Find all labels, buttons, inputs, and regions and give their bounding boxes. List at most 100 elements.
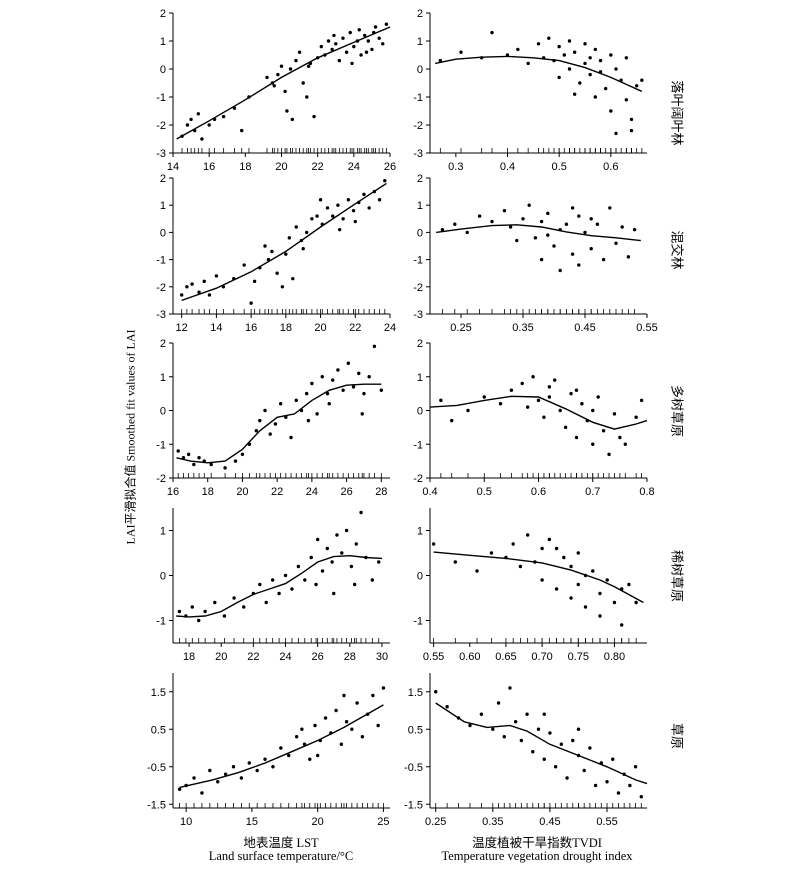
data-point (614, 241, 618, 245)
data-point (540, 546, 544, 551)
data-point (332, 33, 336, 38)
data-point (263, 757, 267, 761)
data-point (572, 50, 577, 54)
y-tick-label: -2 (413, 120, 423, 132)
data-point (547, 36, 551, 40)
data-point (179, 293, 184, 297)
y-tick-label: -0.5 (147, 762, 166, 774)
data-point (580, 402, 584, 406)
x-tick-label: 18 (183, 651, 195, 663)
data-point (577, 263, 581, 267)
data-point (214, 274, 219, 278)
x-tick-label: 0.6 (531, 486, 546, 498)
data-point (582, 768, 586, 773)
x-tick-label: 0.45 (574, 322, 595, 334)
data-point (525, 533, 530, 537)
data-point (589, 247, 593, 251)
x-tick-label: 30 (376, 651, 388, 663)
data-point (502, 735, 506, 739)
data-point (554, 587, 559, 591)
data-point (536, 398, 541, 403)
x-tick-label: 18 (239, 161, 251, 173)
data-point (519, 738, 524, 743)
x-tick-label: 0.5 (552, 161, 567, 173)
smoothed-fit-line (176, 26, 391, 140)
x-tick-label: 0.25 (450, 322, 471, 334)
data-point (315, 214, 319, 218)
data-point (348, 30, 352, 35)
data-point (232, 596, 236, 600)
data-point (518, 564, 523, 569)
data-point (552, 244, 556, 248)
data-point (355, 701, 359, 705)
data-point (277, 591, 281, 596)
data-point (569, 564, 573, 569)
data-point (353, 219, 357, 224)
data-point (588, 56, 592, 60)
data-point (536, 727, 541, 731)
x-axis-title-en-lst: Land surface temperature/°C (208, 849, 354, 863)
y-tick-label: 1 (160, 526, 166, 538)
data-point (489, 551, 494, 555)
data-point (370, 578, 375, 582)
data-point (272, 84, 276, 88)
data-point (265, 75, 269, 80)
x-tick-label: 0.55 (423, 651, 444, 663)
y-tick-label: 0 (417, 406, 423, 418)
data-point (208, 768, 212, 773)
data-point (278, 402, 283, 406)
data-point (279, 64, 284, 68)
data-point (222, 614, 227, 618)
data-point (513, 720, 518, 724)
y-tick-label: 0 (417, 571, 423, 583)
data-point (344, 528, 349, 533)
data-point (381, 686, 386, 690)
data-point (233, 459, 238, 463)
data-point (377, 198, 382, 202)
data-point (336, 203, 340, 207)
x-tick-label: 16 (203, 161, 215, 173)
data-point (624, 56, 629, 60)
data-point (377, 36, 381, 40)
y-tick-label: 1 (417, 200, 423, 212)
data-point (177, 609, 182, 614)
data-point (440, 227, 445, 232)
data-point (629, 117, 634, 122)
data-point (576, 582, 580, 587)
data-point (491, 727, 495, 731)
data-point (515, 238, 519, 243)
data-point (620, 225, 624, 229)
data-point (360, 735, 365, 739)
data-point (576, 727, 581, 731)
x-tick-label: 22 (247, 651, 259, 663)
data-point (570, 252, 575, 256)
y-tick-label: -1 (156, 439, 166, 451)
data-point (576, 551, 580, 555)
x-tick-label: 22 (349, 322, 361, 334)
data-point (496, 701, 501, 705)
data-point (574, 388, 579, 392)
x-tick-label: 0.25 (425, 816, 446, 828)
data-point (577, 214, 581, 218)
data-point (339, 742, 344, 746)
data-point (372, 344, 377, 349)
data-point (351, 385, 356, 389)
x-axis-title-zh-tvdi: 温度植被干旱指数TVDI (472, 836, 602, 850)
data-point (303, 578, 307, 582)
data-point (453, 222, 457, 226)
data-point (314, 582, 318, 587)
y-tick-label: -1 (156, 616, 166, 628)
data-point (288, 67, 293, 71)
data-point (536, 42, 541, 46)
data-point (337, 58, 342, 63)
data-point (439, 398, 443, 403)
data-point (209, 462, 213, 467)
data-point (341, 217, 345, 221)
y-tick-label: 1 (160, 200, 166, 212)
smoothed-fit-line (429, 395, 648, 430)
x-tick-label: 24 (306, 486, 318, 498)
y-tick-label: 0 (417, 227, 423, 239)
data-point (569, 391, 573, 396)
